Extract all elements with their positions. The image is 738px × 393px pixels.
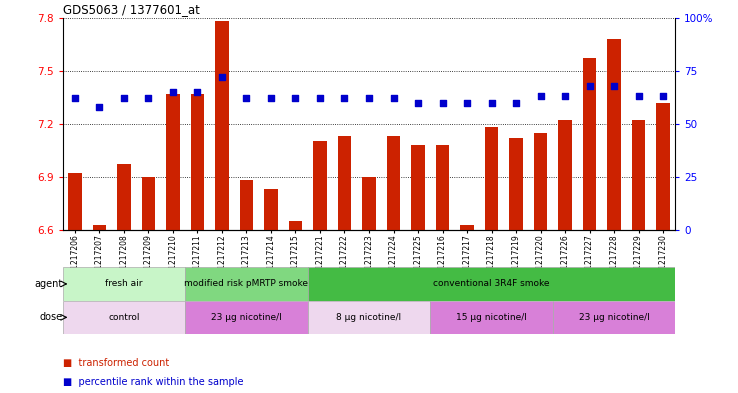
Text: fresh air: fresh air	[106, 279, 142, 288]
Point	[437, 99, 449, 106]
Bar	[338, 136, 351, 230]
Point	[534, 93, 546, 99]
Point	[486, 99, 497, 106]
Point	[167, 89, 179, 95]
Bar	[308, 301, 430, 334]
Bar	[435, 145, 449, 230]
Bar	[583, 59, 596, 230]
Bar	[215, 21, 229, 230]
Point	[192, 89, 204, 95]
Text: ■  percentile rank within the sample: ■ percentile rank within the sample	[63, 377, 244, 387]
Text: GDS5063 / 1377601_at: GDS5063 / 1377601_at	[63, 4, 199, 17]
Bar	[63, 267, 185, 301]
Point	[241, 95, 252, 101]
Bar	[632, 120, 645, 230]
Point	[265, 95, 277, 101]
Bar	[411, 145, 425, 230]
Point	[559, 93, 571, 99]
Bar	[63, 301, 185, 334]
Text: conventional 3R4F smoke: conventional 3R4F smoke	[433, 279, 550, 288]
Text: control: control	[108, 313, 139, 322]
Point	[461, 99, 473, 106]
Point	[216, 74, 228, 80]
Text: agent: agent	[34, 279, 62, 289]
Point	[69, 95, 81, 101]
Bar	[166, 94, 180, 230]
Bar	[656, 103, 670, 230]
Bar	[185, 267, 308, 301]
Bar	[558, 120, 572, 230]
Point	[657, 93, 669, 99]
Point	[584, 83, 596, 89]
Bar	[68, 173, 82, 230]
Bar	[313, 141, 327, 230]
Bar	[430, 301, 553, 334]
Bar	[534, 133, 548, 230]
Point	[510, 99, 522, 106]
Point	[608, 83, 620, 89]
Text: modified risk pMRTP smoke: modified risk pMRTP smoke	[184, 279, 308, 288]
Text: 23 μg nicotine/l: 23 μg nicotine/l	[579, 313, 649, 322]
Bar	[142, 177, 155, 230]
Bar	[607, 39, 621, 230]
Bar	[387, 136, 400, 230]
Bar	[362, 177, 376, 230]
Text: ■  transformed count: ■ transformed count	[63, 358, 169, 367]
Text: 15 μg nicotine/l: 15 μg nicotine/l	[456, 313, 527, 322]
Point	[289, 95, 301, 101]
Point	[363, 95, 375, 101]
Bar	[117, 165, 131, 230]
Point	[94, 104, 106, 110]
Bar	[185, 301, 308, 334]
Bar	[240, 180, 253, 230]
Bar	[308, 267, 675, 301]
Bar	[289, 221, 303, 230]
Bar	[264, 189, 277, 230]
Text: 23 μg nicotine/l: 23 μg nicotine/l	[211, 313, 282, 322]
Bar	[509, 138, 523, 230]
Bar	[553, 301, 675, 334]
Bar	[485, 127, 498, 230]
Point	[339, 95, 351, 101]
Point	[387, 95, 399, 101]
Text: dose: dose	[39, 312, 62, 322]
Point	[314, 95, 326, 101]
Text: 8 μg nicotine/l: 8 μg nicotine/l	[337, 313, 401, 322]
Point	[118, 95, 130, 101]
Point	[632, 93, 644, 99]
Point	[412, 99, 424, 106]
Point	[142, 95, 154, 101]
Bar	[461, 225, 474, 230]
Bar	[93, 225, 106, 230]
Bar	[190, 94, 204, 230]
